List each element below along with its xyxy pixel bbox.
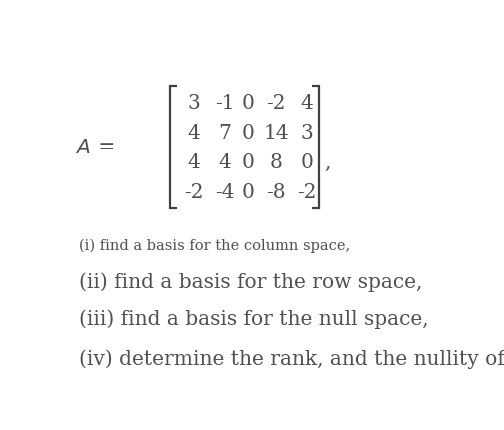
Text: 4: 4	[219, 153, 231, 172]
Text: -8: -8	[266, 183, 286, 202]
Text: 3: 3	[79, 234, 87, 248]
Text: -2: -2	[266, 93, 286, 112]
Text: 0: 0	[242, 183, 255, 202]
Text: -2: -2	[184, 183, 204, 202]
Text: ,: ,	[324, 153, 330, 172]
Text: 8: 8	[270, 153, 282, 172]
Text: 7: 7	[219, 123, 231, 142]
Text: 4: 4	[187, 153, 200, 172]
Text: 0: 0	[301, 153, 313, 172]
Text: $A$: $A$	[75, 138, 90, 157]
Text: 14: 14	[263, 123, 289, 142]
Text: 0: 0	[242, 153, 255, 172]
Text: =: =	[92, 138, 115, 157]
Text: (iv) determine the rank, and the nullity of: (iv) determine the rank, and the nullity…	[79, 348, 504, 368]
Text: 4: 4	[301, 93, 313, 112]
Text: -4: -4	[215, 183, 235, 202]
Text: 3: 3	[301, 123, 313, 142]
Text: (ii) find a basis for the row space,: (ii) find a basis for the row space,	[79, 272, 422, 292]
Text: (iii) find a basis for the null space,: (iii) find a basis for the null space,	[79, 308, 428, 328]
Text: 3: 3	[187, 93, 200, 112]
Text: 0: 0	[242, 93, 255, 112]
Text: 4: 4	[187, 123, 200, 142]
Text: -1: -1	[215, 93, 235, 112]
Text: -2: -2	[297, 183, 317, 202]
Text: (i) find a basis for the column space,: (i) find a basis for the column space,	[79, 238, 350, 252]
Text: 0: 0	[242, 123, 255, 142]
